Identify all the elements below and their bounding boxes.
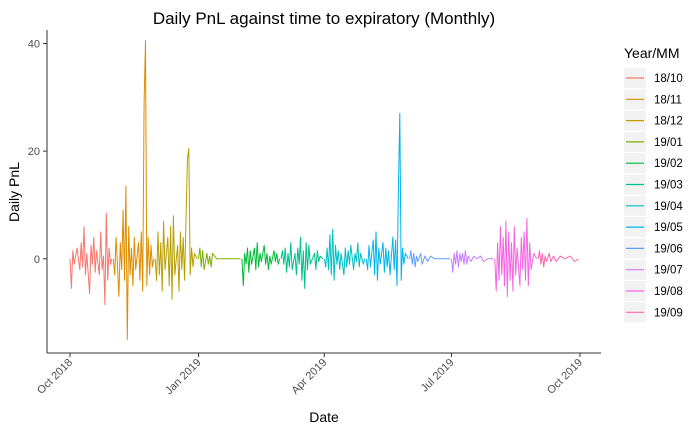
- legend-label: 19/03: [654, 180, 683, 192]
- legend-label: 18/10: [654, 73, 683, 85]
- series-line-19-07: [451, 250, 494, 273]
- series-line-19-04: [323, 228, 366, 281]
- series-line-19-08: [494, 217, 538, 297]
- series-line-18-12: [154, 147, 198, 300]
- legend: Year/MM 18/10 18/11 18/12 19/01 19/02 19/03 19…: [624, 45, 683, 323]
- plot-area: Oct 2018 Jan 2019 Apr 2019 Jul 2019 Oct 2019…: [28, 30, 601, 397]
- series-line-18-11: [112, 40, 155, 340]
- series-line-19-09: [537, 250, 579, 268]
- legend-label: 19/04: [654, 201, 683, 213]
- series-line-19-06: [409, 250, 451, 268]
- legend-label: 19/06: [654, 243, 683, 255]
- legend-label: 19/09: [654, 307, 683, 319]
- series-line-19-02: [241, 242, 281, 287]
- series-line-19-03: [280, 236, 324, 289]
- y-tick-label: 40: [28, 38, 40, 50]
- x-tick-label: Jan 2019: [163, 357, 203, 397]
- legend-label: 19/02: [654, 158, 683, 170]
- legend-label: 18/11: [654, 94, 682, 106]
- x-tick-label: Oct 2019: [545, 357, 585, 397]
- x-tick-label: Apr 2019: [289, 357, 329, 397]
- y-axis-title: Daily PnL: [6, 162, 22, 222]
- legend-label: 19/01: [654, 137, 683, 149]
- series-line-18-10: [69, 212, 113, 306]
- x-tick-label: Jul 2019: [419, 357, 457, 395]
- y-axis-ticks: 0 20 40: [28, 38, 47, 266]
- y-tick-label: 0: [34, 254, 40, 266]
- legend-label: 19/07: [654, 265, 683, 277]
- legend-label: 19/08: [654, 286, 683, 298]
- chart-title: Daily PnL against time to expiratory (Mo…: [153, 9, 495, 28]
- legend-title: Year/MM: [624, 45, 680, 61]
- legend-label: 18/12: [654, 116, 683, 128]
- legend-items: 18/10 18/11 18/12 19/01 19/02 19/03 19/04 19/05…: [624, 68, 683, 323]
- series-line-19-01: [198, 247, 241, 271]
- series-line-19-05: [365, 112, 409, 287]
- legend-label: 19/05: [654, 222, 683, 234]
- x-tick-label: Oct 2018: [35, 357, 75, 397]
- y-tick-label: 20: [28, 146, 40, 158]
- x-axis-ticks: Oct 2018 Jan 2019 Apr 2019 Jul 2019 Oct 2019: [35, 353, 585, 397]
- series-layer: [69, 40, 579, 340]
- x-axis-title: Date: [309, 409, 339, 425]
